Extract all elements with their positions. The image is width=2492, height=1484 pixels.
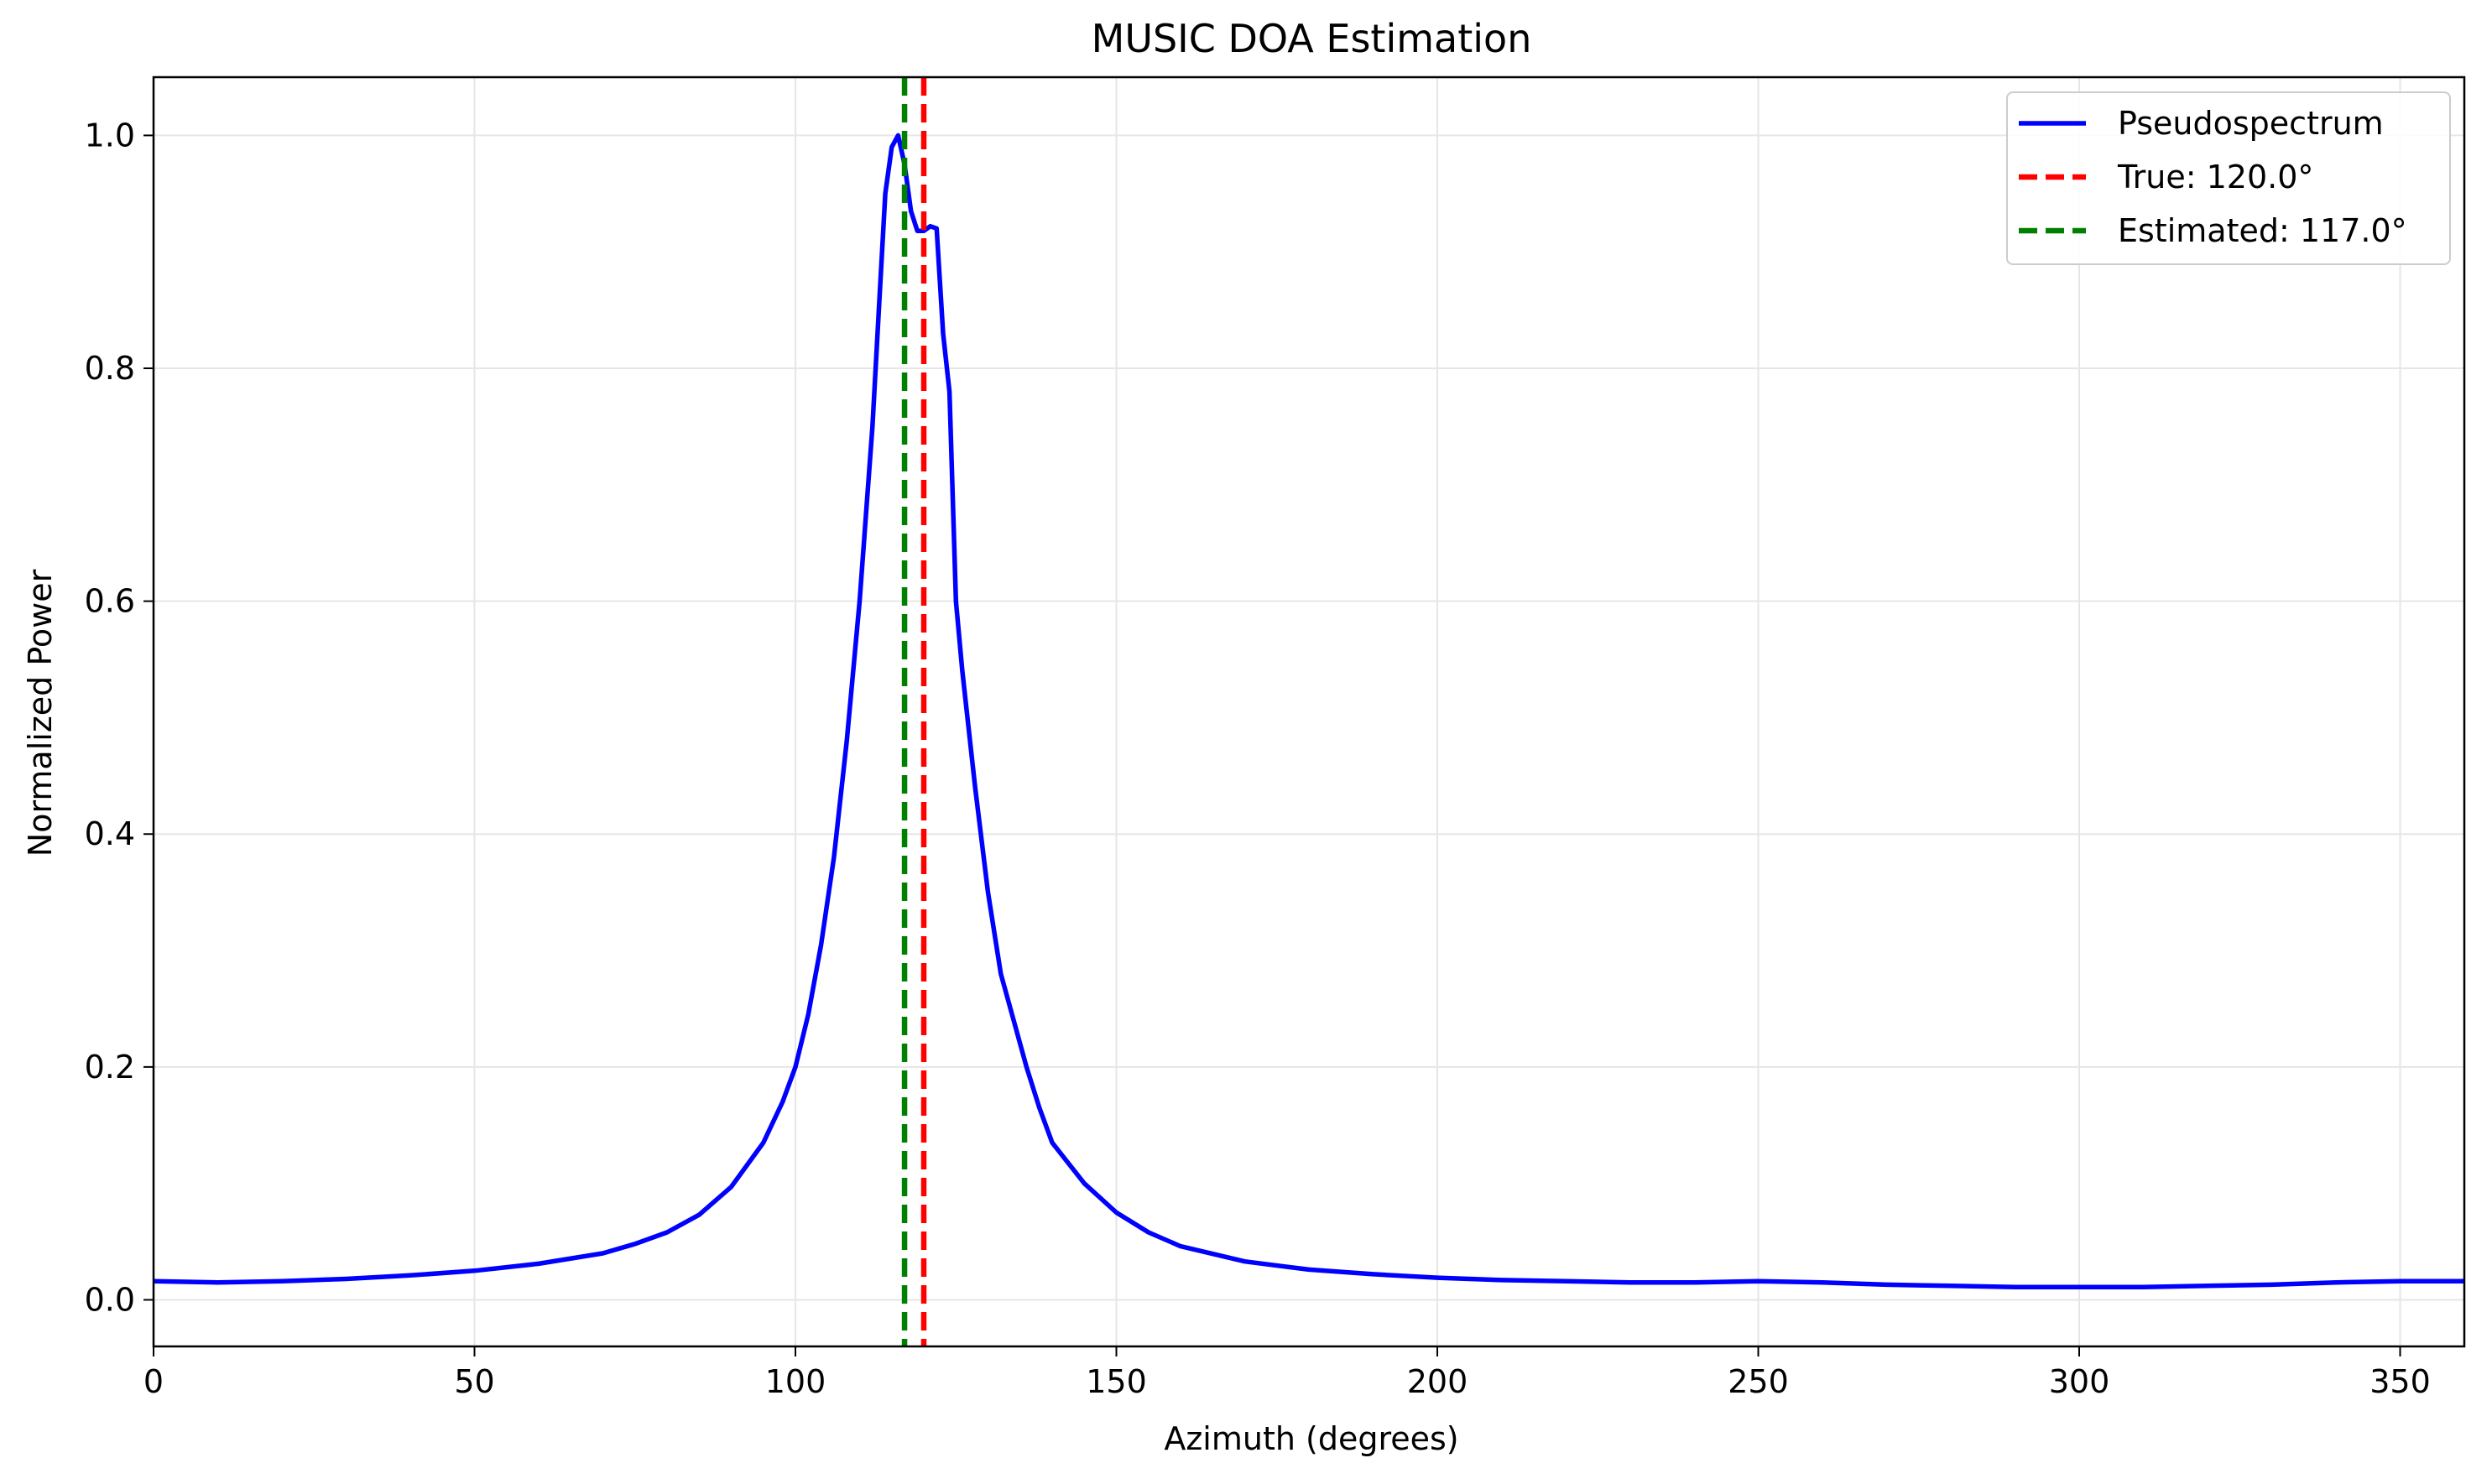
y-tick-label: 1.0	[85, 117, 135, 154]
y-tick-label: 0.8	[85, 350, 135, 387]
y-tick-label: 0.2	[85, 1049, 135, 1086]
x-tick-label: 200	[1407, 1363, 1468, 1400]
x-tick-label: 300	[2049, 1363, 2110, 1400]
axis-ticks: 0 50 100 150 200 250 300 350 0.0 0.2 0.4 0.6 0.8 1.0	[85, 117, 2431, 1400]
chart-title: MUSIC DOA Estimation	[1092, 16, 1532, 61]
axes-frame	[152, 76, 2466, 1348]
x-tick-label: 0	[143, 1363, 164, 1400]
x-tick-label: 100	[765, 1363, 826, 1400]
x-tick-label: 150	[1086, 1363, 1147, 1400]
legend: Pseudospectrum True: 120.0° Estimated: 117…	[2006, 91, 2451, 265]
y-tick-label: 0.0	[85, 1281, 135, 1318]
legend-label: True: 120.0°	[2117, 159, 2313, 195]
legend-label: Estimated: 117.0°	[2118, 212, 2407, 249]
x-tick-label: 350	[2369, 1363, 2431, 1400]
x-axis-label: Azimuth (degrees)	[1164, 1420, 1458, 1457]
grid-lines	[153, 77, 2464, 1346]
legend-box	[2006, 91, 2451, 265]
y-axis-label: Normalized Power	[22, 569, 59, 857]
plot-area	[153, 77, 2464, 1346]
x-tick-label: 50	[454, 1363, 494, 1400]
y-tick-label: 0.6	[85, 583, 135, 620]
series-line-pseudospectrum	[153, 133, 2464, 1289]
x-tick-label: 250	[1728, 1363, 1789, 1400]
y-tick-label: 0.4	[85, 815, 135, 852]
legend-label: Pseudospectrum	[2118, 105, 2384, 142]
